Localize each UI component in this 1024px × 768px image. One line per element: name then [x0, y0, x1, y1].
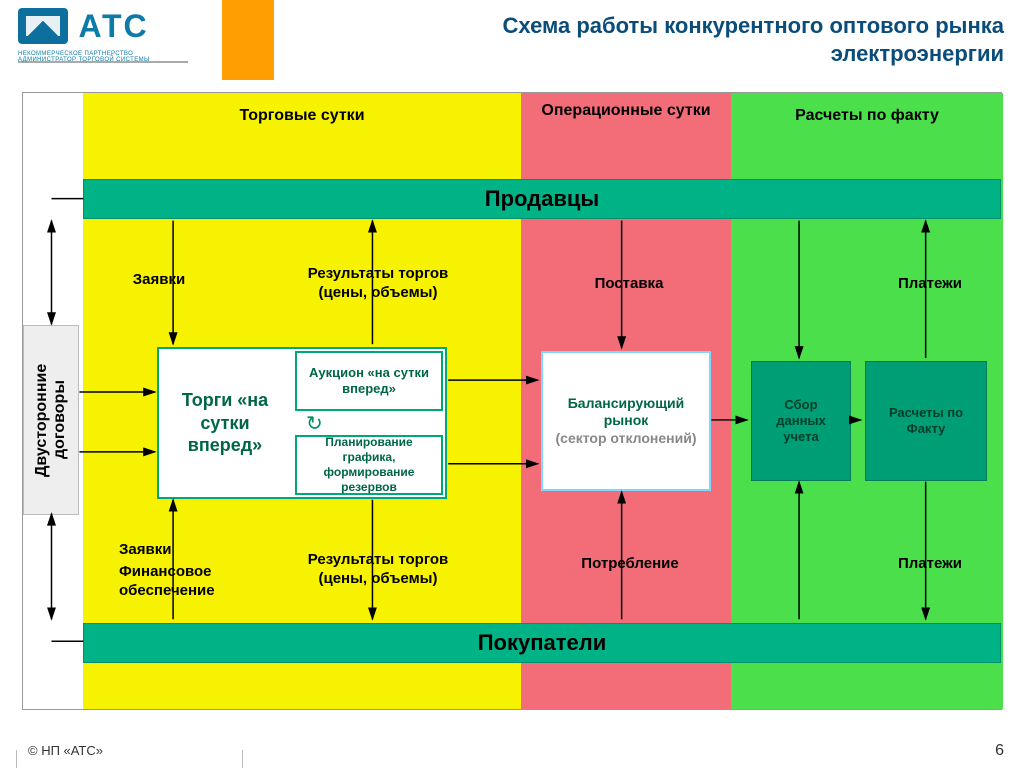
settle-box: Расчеты по Факту — [865, 361, 987, 481]
title-line2: электроэнергии — [831, 41, 1004, 66]
title-line1: Схема работы конкурентного оптового рынк… — [503, 13, 1004, 38]
tick-mark — [242, 750, 243, 768]
trade-box-inner: Торги «на сутки вперед» — [159, 349, 291, 497]
balancing-l1: Балансирующий рынок — [549, 395, 703, 430]
lbl-bids-top: Заявки — [119, 271, 199, 290]
lbl-fin: Финансовое обеспечение — [119, 563, 259, 601]
buyers-bar: Покупатели — [83, 623, 1001, 663]
col-trading-label: Торговые сутки — [83, 107, 521, 125]
orange-accent — [222, 0, 274, 80]
trade-label: Торги «на сутки вперед» — [165, 389, 285, 457]
collect-label: Сбор данных учета — [758, 397, 844, 446]
col-operational-label: Операционные сутки — [521, 101, 731, 120]
settle-label: Расчеты по Факту — [872, 405, 980, 438]
balancing-l2: (сектор отклонений) — [549, 430, 703, 448]
planning-label: Планирование графика, формирование резер… — [303, 435, 435, 495]
bilateral-contracts-label: Двусторонние договоры — [33, 326, 69, 514]
sellers-label: Продавцы — [485, 186, 599, 212]
balancing-box: Балансирующий рынок (сектор отклонений) — [541, 351, 711, 491]
cycle-icon: ↻ — [306, 411, 330, 435]
logo-brand: АТС — [78, 8, 148, 44]
lbl-payments-bot: Платежи — [885, 555, 975, 574]
footer-copyright: © НП «АТС» — [28, 743, 103, 758]
planning-box: Планирование графика, формирование резер… — [295, 435, 443, 495]
diagram-canvas: Торговые сутки Операционные сутки Расчет… — [22, 92, 1002, 710]
lbl-consumption: Потребление — [565, 555, 695, 574]
bilateral-contracts-box: Двусторонние договоры — [23, 325, 79, 515]
logo-icon — [18, 8, 68, 44]
auction-label: Аукцион «на сутки вперед» — [303, 365, 435, 398]
lbl-results-bot: Результаты торгов (цены, объемы) — [283, 551, 473, 589]
logo-subtitle: НЕКОММЕРЧЕСКОЕ ПАРТНЕРСТВО АДМИНИСТРАТОР… — [18, 51, 188, 63]
lbl-payments-top: Платежи — [885, 275, 975, 294]
tick-mark — [16, 750, 17, 768]
buyers-label: Покупатели — [478, 630, 607, 656]
lbl-results-top: Результаты торгов (цены, объемы) — [283, 265, 473, 303]
lbl-supply: Поставка — [579, 275, 679, 294]
footer-page: 6 — [995, 742, 1004, 760]
auction-box: Аукцион «на сутки вперед» — [295, 351, 443, 411]
sellers-bar: Продавцы — [83, 179, 1001, 219]
logo: АТС НЕКОММЕРЧЕСКОЕ ПАРТНЕРСТВО АДМИНИСТР… — [18, 8, 188, 63]
lbl-bids-bot: Заявки — [119, 541, 199, 560]
collect-box: Сбор данных учета — [751, 361, 851, 481]
col-settlement-label: Расчеты по факту — [731, 107, 1003, 125]
page-title: Схема работы конкурентного оптового рынк… — [503, 12, 1004, 67]
